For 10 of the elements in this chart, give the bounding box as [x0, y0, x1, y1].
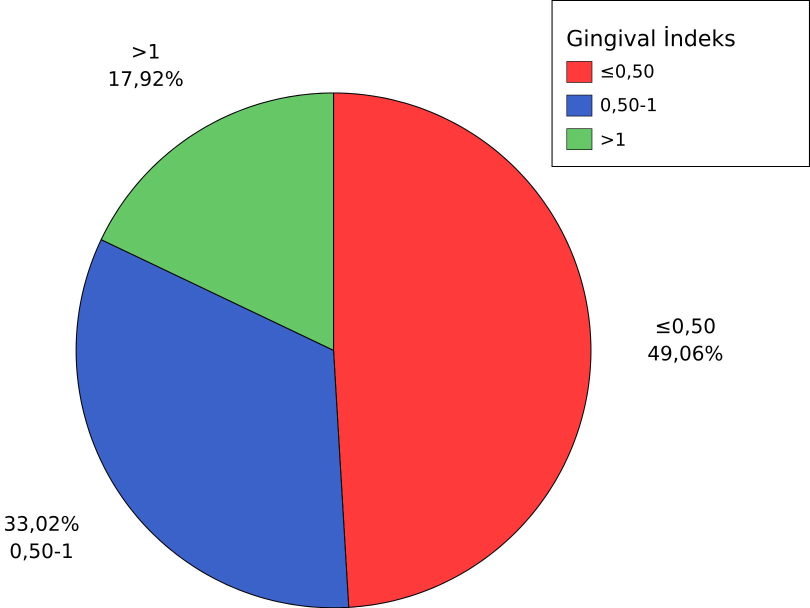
- slice-label: 0,50-1: [10, 543, 72, 560]
- legend-label: >1: [602, 132, 625, 146]
- slice-label: >1: [133, 44, 159, 58]
- legend-title: Gingival İndeks: [568, 26, 735, 51]
- slice-label: ≤0,50: [656, 318, 715, 336]
- legend-label: 0,50-1: [601, 98, 656, 114]
- legend-label: ≤0,50: [602, 64, 654, 80]
- data-label: 33,02%: [5, 516, 78, 533]
- data-label: 17,92%: [110, 70, 183, 88]
- data-label: 49,06%: [648, 345, 722, 363]
